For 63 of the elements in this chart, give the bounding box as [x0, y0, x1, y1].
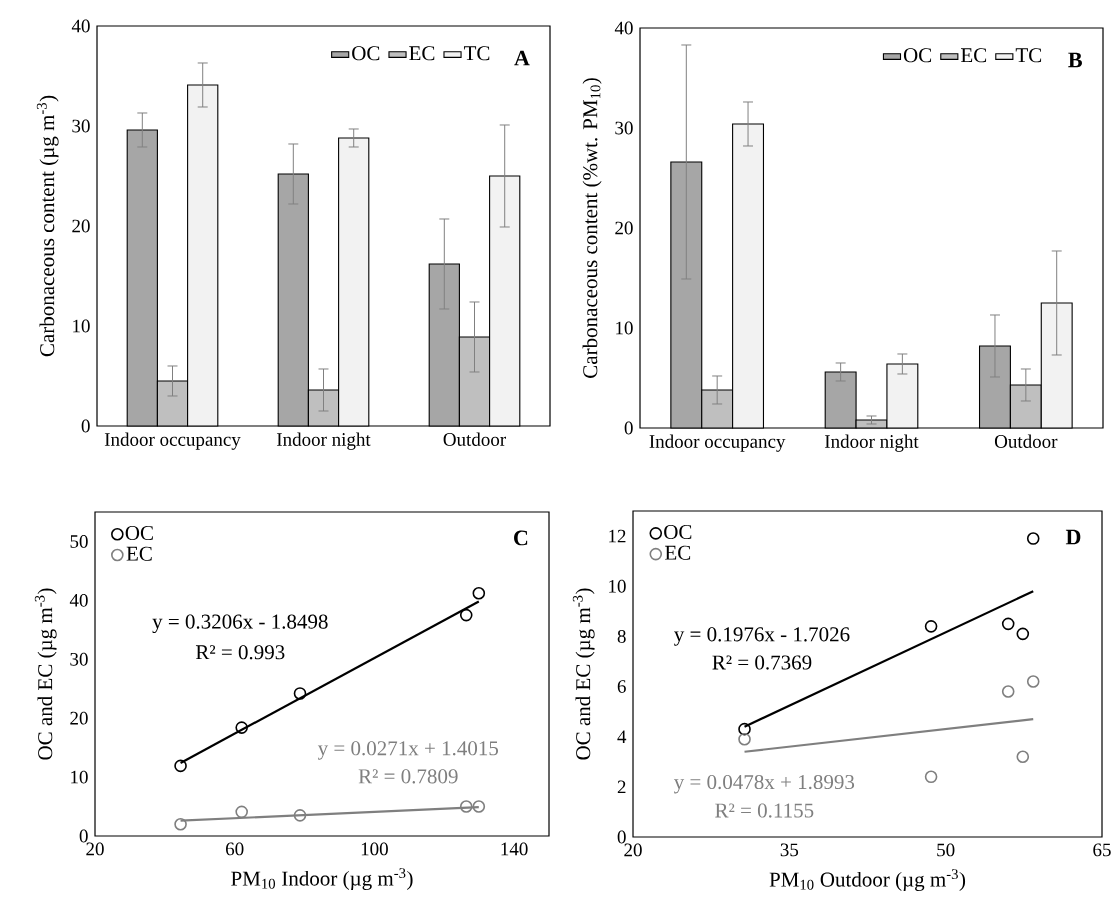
legend-label: EC: [961, 48, 987, 63]
y-tick-label: 0: [81, 419, 90, 433]
legend-label: EC: [126, 546, 152, 561]
y-tick-label: 30: [615, 121, 633, 135]
y-tick-label: 20: [70, 711, 88, 725]
y-tick-label: 50: [70, 535, 88, 548]
y-tick-label: 30: [70, 652, 88, 666]
legend-label: EC: [409, 46, 435, 61]
y-axis-title: OC and EC (µg m$^{-3}$): [34, 588, 57, 760]
x-tick-label: 50: [937, 843, 955, 857]
y-tick-label: 8: [617, 629, 626, 643]
legend-label: OC: [352, 46, 380, 61]
x-tick-label: 140: [501, 842, 528, 856]
y-axis-title: Carbonaceous content (µg m$^{-3}$): [36, 95, 59, 357]
legend-label: TC: [463, 46, 490, 61]
y-tick-label: 10: [71, 770, 88, 784]
x-tick-label: Indoor occupancy: [104, 432, 241, 450]
x-axis-title: PM$_{10}$ Indoor (µg m$^{-3}$): [231, 868, 413, 890]
annotation: y = 0.0271x + 1.4015: [317, 741, 499, 760]
annotation: R² = 0.993: [195, 645, 285, 660]
y-tick-label: 30: [72, 119, 90, 133]
legend-label: OC: [664, 524, 692, 540]
annotation: D: [1065, 529, 1081, 545]
annotation: B: [1068, 52, 1082, 68]
legend-label: OC: [903, 48, 932, 63]
x-tick-label: 60: [226, 842, 244, 856]
y-tick-label: 6: [617, 680, 626, 693]
y-tick-label: 2: [617, 780, 626, 794]
y-axis-title: OC and EC (µg m$^{-3}$): [572, 588, 595, 760]
legend-label: EC: [665, 545, 691, 560]
x-tick-label: 65: [1093, 843, 1111, 857]
annotation: y = 0.3206x - 1.8498: [152, 614, 328, 634]
x-tick-label: Outdoor: [443, 432, 506, 446]
y-tick-label: 10: [609, 579, 626, 593]
y-tick-label: 10: [73, 319, 90, 333]
x-tick-label: Indoor night: [276, 432, 371, 450]
y-tick-label: 12: [609, 529, 626, 543]
x-tick-label: Outdoor: [994, 434, 1058, 448]
y-tick-label: 40: [614, 21, 633, 35]
y-tick-label: 10: [616, 321, 633, 335]
annotation: R² = 0.1155: [715, 803, 814, 818]
y-tick-label: 4: [617, 730, 627, 743]
y-tick-label: 0: [79, 829, 88, 843]
x-tick-label: 35: [780, 843, 799, 857]
legend-label: OC: [125, 525, 153, 541]
annotation: y = 0.1976x - 1.7026: [674, 627, 850, 646]
y-tick-label: 40: [71, 19, 90, 33]
y-axis-title: Carbonaceous content (%wt. PM$_{10}$): [582, 78, 602, 378]
annotation: y = 0.0478x + 1.8993: [673, 774, 855, 794]
legend-label: TC: [1015, 48, 1042, 63]
annotation: C: [514, 530, 528, 546]
x-tick-label: Indoor occupancy: [649, 434, 786, 452]
y-tick-label: 20: [615, 221, 633, 235]
y-tick-label: 20: [72, 219, 90, 233]
annotation: R² = 0.7369: [712, 655, 812, 670]
annotation: A: [514, 50, 530, 66]
y-tick-label: 0: [624, 421, 633, 435]
y-tick-label: 0: [617, 830, 626, 844]
x-axis-title: PM$_{10}$ Outdoor (µg m$^{-3}$): [769, 869, 966, 891]
x-tick-label: 100: [361, 842, 388, 856]
annotation: R² = 0.7809: [358, 769, 458, 784]
y-tick-label: 40: [69, 593, 88, 607]
x-tick-label: Indoor night: [824, 434, 919, 452]
